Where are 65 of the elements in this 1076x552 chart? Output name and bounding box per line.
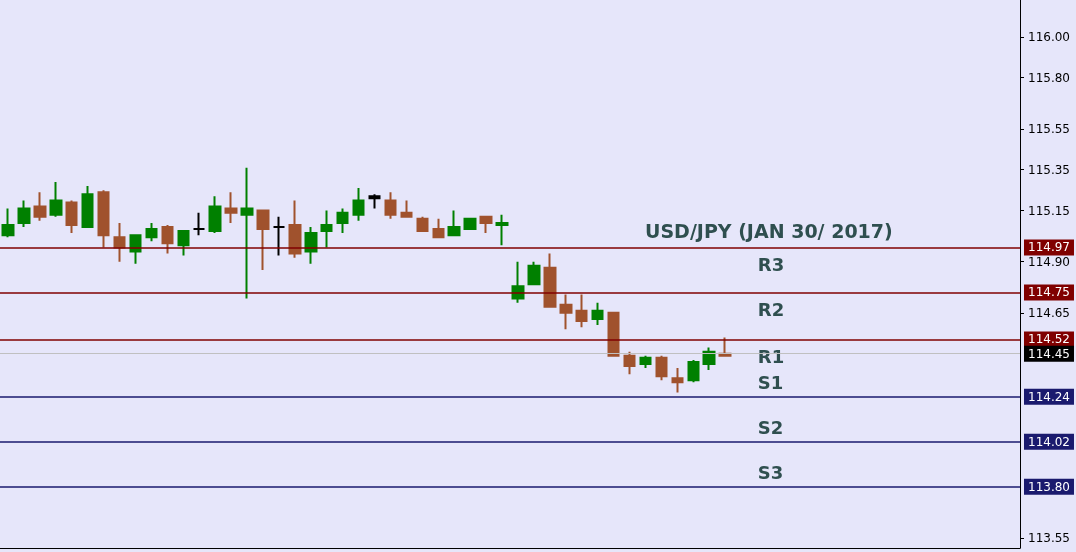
ref-line-label: 114.97 [1028, 240, 1070, 255]
candlestick [113, 221, 126, 263]
y-tick-label: 113.55 [1028, 530, 1070, 545]
annotation: S1 [757, 372, 784, 394]
candlestick [208, 195, 222, 235]
y-tick-label: 114.90 [1028, 254, 1070, 269]
candlestick [671, 367, 684, 394]
candlestick [718, 336, 732, 357]
y-tick-label: 116.00 [1028, 29, 1070, 44]
candlestick [400, 199, 413, 218]
text: USD/JPY (JAN 30/ 2017) [645, 219, 893, 242]
candlestick [479, 215, 493, 235]
candlestick [702, 346, 716, 372]
candlestick [81, 185, 94, 228]
candlestick [416, 215, 429, 233]
candlestick [256, 209, 270, 271]
candlestick [288, 199, 302, 259]
y-tick-label: 115.15 [1028, 203, 1070, 218]
candlestick [639, 354, 652, 370]
ref-line-label: 114.24 [1028, 389, 1070, 404]
annotation: R2 [757, 298, 785, 320]
annotation: S2 [757, 417, 784, 439]
candlestick [687, 358, 700, 384]
candlestick [272, 215, 286, 257]
candlestick [1, 207, 15, 239]
candlestick [447, 209, 461, 237]
candlestick [177, 230, 190, 257]
candlestick [368, 193, 381, 210]
candlestick [607, 311, 620, 357]
candlestick [463, 217, 477, 231]
candlestick [559, 293, 573, 331]
annotation: R3 [757, 253, 785, 275]
candlestick [33, 191, 47, 222]
candlestick [240, 166, 254, 300]
candlestick [384, 191, 397, 220]
candlestick [49, 180, 63, 218]
candlestick [17, 199, 31, 228]
y-tick-label: 115.80 [1028, 70, 1070, 85]
annotation: S3 [757, 462, 784, 484]
candlestick [655, 354, 668, 382]
candlestick [575, 293, 588, 329]
candlestick [65, 199, 78, 235]
candlestick [97, 189, 110, 249]
ref-line-label: 113.80 [1028, 479, 1070, 494]
y-tick-label: 115.55 [1028, 121, 1070, 136]
candlestick [304, 225, 318, 265]
candlestick [336, 207, 349, 235]
candlestick [543, 252, 557, 308]
candlestick [320, 209, 333, 249]
candlestick [432, 217, 445, 239]
ref-line-label: 114.45 [1028, 346, 1070, 361]
candlestick [352, 187, 365, 222]
candlestick [623, 350, 636, 376]
y-tick-label: 114.65 [1028, 305, 1070, 320]
candlestick [161, 223, 174, 255]
candlestick [145, 221, 158, 243]
candlestick [527, 260, 541, 286]
ref-line-label: 114.52 [1028, 332, 1070, 347]
candlestick [495, 213, 509, 247]
candlestick [591, 301, 604, 327]
ref-line-label: 114.75 [1028, 285, 1070, 300]
candlestick [224, 191, 238, 224]
y-tick-label: 115.35 [1028, 162, 1070, 177]
candlestick [192, 211, 206, 237]
ref-line-label: 114.02 [1028, 434, 1070, 449]
